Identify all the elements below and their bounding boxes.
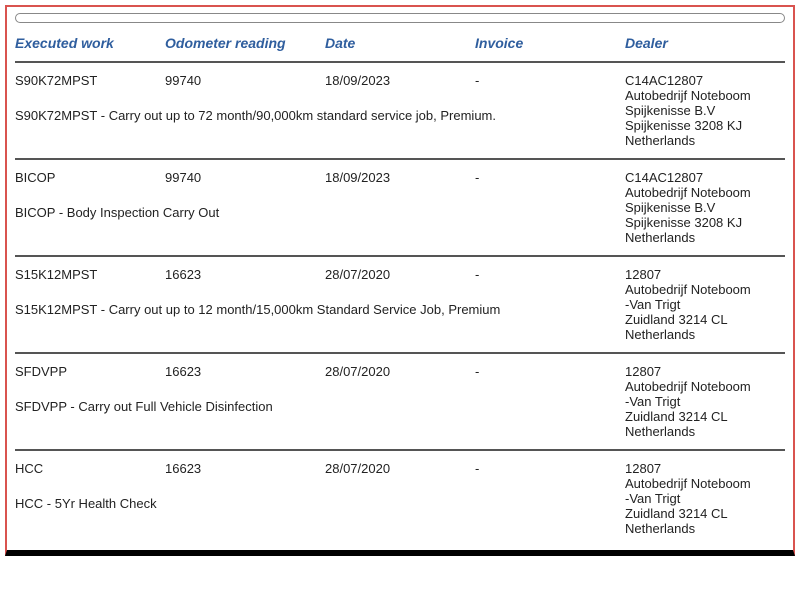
- cell-description: S90K72MPST - Carry out up to 72 month/90…: [15, 88, 615, 123]
- cell-dealer: C14AC12807 Autobedrijf Noteboom Spijkeni…: [625, 73, 785, 148]
- cell-description: BICOP - Body Inspection Carry Out: [15, 185, 615, 220]
- cell-dealer: C14AC12807 Autobedrijf Noteboom Spijkeni…: [625, 170, 785, 245]
- cell-odometer: 99740: [165, 73, 325, 88]
- cell-odometer: 16623: [165, 364, 325, 379]
- cell-odometer: 16623: [165, 267, 325, 282]
- cell-executed-work: S15K12MPST: [15, 267, 165, 282]
- cell-executed-work: S90K72MPST: [15, 73, 165, 88]
- records-container: S90K72MPST9974018/09/2023-S90K72MPST - C…: [15, 63, 785, 546]
- header-odometer: Odometer reading: [165, 35, 325, 51]
- table-header-row: Executed work Odometer reading Date Invo…: [15, 29, 785, 63]
- cell-executed-work: BICOP: [15, 170, 165, 185]
- cell-executed-work: SFDVPP: [15, 364, 165, 379]
- cell-odometer: 16623: [165, 461, 325, 476]
- cell-date: 28/07/2020: [325, 267, 475, 282]
- cell-description: SFDVPP - Carry out Full Vehicle Disinfec…: [15, 379, 615, 414]
- cell-date: 28/07/2020: [325, 364, 475, 379]
- cell-invoice: -: [475, 73, 625, 88]
- service-record: HCC1662328/07/2020-HCC - 5Yr Health Chec…: [15, 451, 785, 546]
- service-record: S15K12MPST1662328/07/2020-S15K12MPST - C…: [15, 257, 785, 354]
- header-dealer: Dealer: [625, 35, 785, 51]
- cell-dealer: 12807 Autobedrijf Noteboom -Van Trigt Zu…: [625, 267, 785, 342]
- cell-invoice: -: [475, 461, 625, 476]
- service-record: SFDVPP1662328/07/2020-SFDVPP - Carry out…: [15, 354, 785, 451]
- cell-odometer: 99740: [165, 170, 325, 185]
- cell-invoice: -: [475, 364, 625, 379]
- cell-description: S15K12MPST - Carry out up to 12 month/15…: [15, 282, 615, 317]
- cell-invoice: -: [475, 170, 625, 185]
- service-record: BICOP9974018/09/2023-BICOP - Body Inspec…: [15, 160, 785, 257]
- cell-dealer: 12807 Autobedrijf Noteboom -Van Trigt Zu…: [625, 364, 785, 439]
- cell-date: 28/07/2020: [325, 461, 475, 476]
- header-invoice: Invoice: [475, 35, 625, 51]
- service-record: S90K72MPST9974018/09/2023-S90K72MPST - C…: [15, 63, 785, 160]
- cell-date: 18/09/2023: [325, 170, 475, 185]
- top-panel-outline: [15, 13, 785, 23]
- header-executed-work: Executed work: [15, 35, 165, 51]
- cell-executed-work: HCC: [15, 461, 165, 476]
- cell-dealer: 12807 Autobedrijf Noteboom -Van Trigt Zu…: [625, 461, 785, 536]
- service-history-page: Executed work Odometer reading Date Invo…: [5, 5, 795, 556]
- cell-date: 18/09/2023: [325, 73, 475, 88]
- header-date: Date: [325, 35, 475, 51]
- cell-invoice: -: [475, 267, 625, 282]
- cell-description: HCC - 5Yr Health Check: [15, 476, 615, 511]
